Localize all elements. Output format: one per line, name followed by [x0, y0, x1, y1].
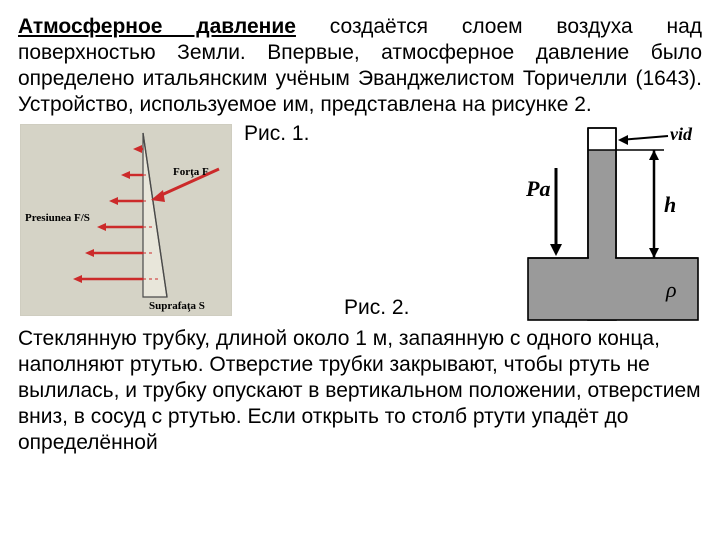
- svg-text:Forţa F: Forţa F: [173, 166, 209, 178]
- middle-column: Рис. 2.: [248, 124, 464, 314]
- figure-2-caption: Рис. 2.: [344, 296, 409, 320]
- svg-text:Suprafaţa S: Suprafaţa S: [149, 300, 205, 312]
- term-atmospheric-pressure: Атмосферное давление: [18, 15, 296, 38]
- svg-text:h: h: [664, 192, 676, 217]
- svg-text:Presiunea F/S: Presiunea F/S: [25, 212, 90, 224]
- figure-2-diagram: Pa vid h ρ: [482, 124, 702, 322]
- svg-text:vid: vid: [670, 124, 693, 144]
- figure-1: Presiunea F/SForţa FSuprafaţa S Рис. 1.: [20, 124, 230, 316]
- figure-1-diagram: Presiunea F/S Forţa F Suprafaţa S: [20, 124, 232, 316]
- figures-row: Presiunea F/SForţa FSuprafaţa S Рис. 1. …: [20, 124, 702, 322]
- paragraph-2: Стеклянную трубку, длиной около 1 м, зап…: [18, 326, 702, 456]
- paragraph-1: Атмосферное давление создаётся слоем воз…: [18, 14, 702, 118]
- svg-text:ρ: ρ: [665, 277, 677, 302]
- svg-text:Pa: Pa: [525, 176, 550, 201]
- figure-2: Pa vid h ρ: [482, 124, 702, 322]
